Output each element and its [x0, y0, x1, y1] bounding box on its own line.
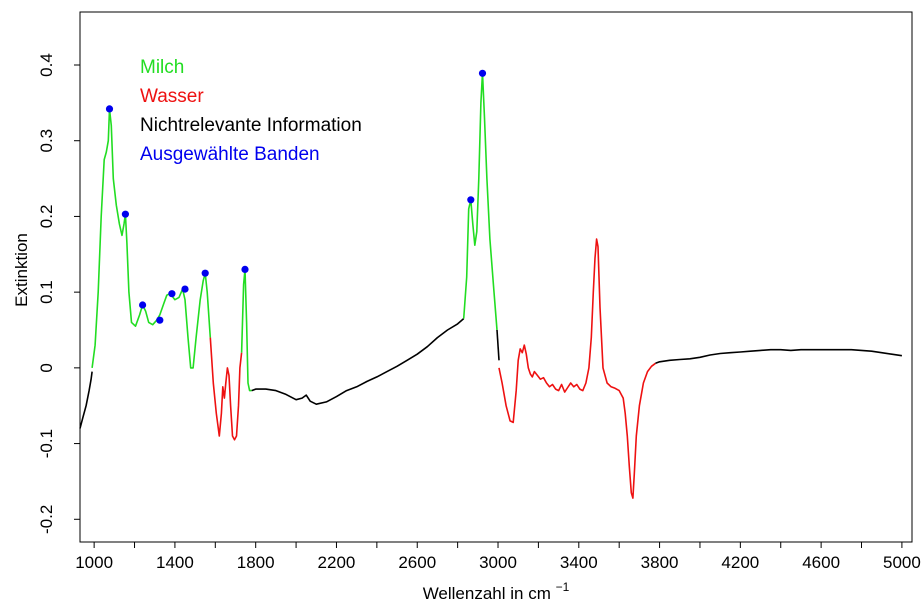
y-tick-label: 0.4	[37, 53, 56, 77]
series-line-milch-2	[240, 268, 252, 392]
y-axis: -0.2 -0.1 0 0.1 0.2 0.3 0.4	[37, 53, 80, 534]
x-axis: 1000 1400 1800 2200 2600 3000 3400 3800 4200 4600…	[75, 542, 921, 572]
plot-frame	[79, 11, 913, 543]
band-point	[467, 196, 475, 204]
x-tick-label: 3400	[560, 553, 598, 572]
x-axis-label-superscript: −1	[556, 580, 570, 594]
legend-entry-nichtrelevante-information: Nichtrelevante Information	[140, 115, 362, 136]
series-line-nichtrelevante-information-1	[79, 371, 93, 429]
x-tick-label: 4200	[721, 553, 759, 572]
y-tick-label: 0.2	[37, 205, 56, 229]
x-tick-label: 1800	[237, 553, 275, 572]
y-tick-label: -0.2	[37, 505, 56, 534]
band-point	[105, 105, 114, 113]
band-point	[241, 265, 249, 273]
band-point	[156, 316, 164, 324]
y-tick-label: 0.1	[37, 280, 56, 304]
legend: Milch Wasser Nichtrelevante Information Aus…	[140, 57, 362, 165]
x-axis-label: Wellenzahl in cm −1	[423, 580, 570, 603]
band-point	[121, 210, 129, 218]
band-point	[181, 285, 189, 293]
x-tick-label: 2200	[318, 553, 356, 572]
x-tick-label: 1000	[75, 553, 113, 572]
x-tick-label: 3000	[479, 553, 517, 572]
legend-entry-wasser: Wasser	[140, 86, 204, 107]
y-tick-label: 0.3	[37, 129, 56, 153]
band-point	[139, 301, 147, 309]
series-layer	[79, 71, 903, 499]
x-tick-label: 3800	[641, 553, 679, 572]
band-point	[168, 290, 176, 298]
x-tick-label: 1400	[156, 553, 194, 572]
band-point	[478, 69, 487, 77]
series-line-wasser-1	[209, 337, 243, 441]
band-point	[201, 269, 209, 277]
legend-entry-ausgew-hlte-banden: Ausgewählte Banden	[140, 144, 320, 165]
series-line-nichtrelevante-information-2	[251, 317, 465, 405]
x-tick-label: 4600	[802, 553, 840, 572]
x-tick-label: 2600	[398, 553, 436, 572]
x-tick-label: 5000	[883, 553, 921, 572]
y-axis-label: Extinktion	[12, 233, 31, 307]
series-line-nichtrelevante-information-3	[496, 329, 500, 361]
legend-entry-milch: Milch	[140, 57, 184, 78]
selected-bands-layer	[105, 69, 487, 324]
y-tick-label: -0.1	[37, 429, 56, 458]
series-line-milch-3	[462, 71, 498, 331]
series-line-nichtrelevante-information-4	[655, 348, 903, 365]
y-tick-label: 0	[37, 363, 56, 372]
series-line-wasser-2	[498, 238, 656, 499]
